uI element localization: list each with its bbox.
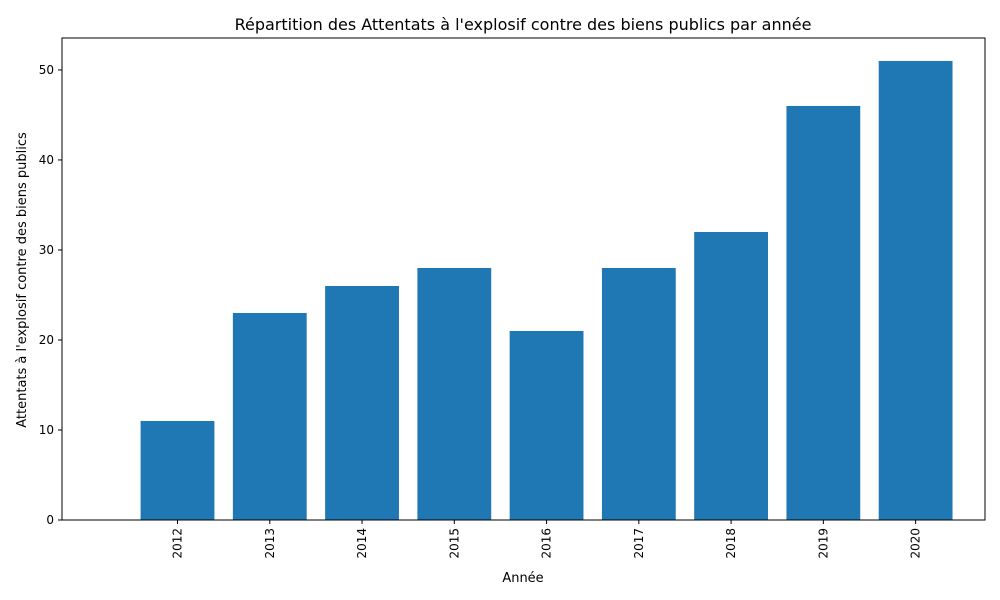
plot-frame [61,37,986,521]
chart-title: Répartition des Attentats à l'explosif c… [235,15,812,34]
x-tick-label-2019: 2019 [816,528,830,559]
x-tick-label-2020: 2020 [909,528,923,559]
y-tick-label-0: 0 [46,513,54,527]
y-tick-label-40: 40 [39,153,54,167]
bar-2017 [601,267,676,520]
x-axis-label: Année [502,571,543,586]
y-tick-label-50: 50 [39,63,54,77]
bar-2018 [694,231,768,520]
x-axis: 2012 2013 2014 2015 2016 2017 2018 2019 2020 [171,520,923,559]
bar-2014 [325,285,399,520]
x-tick-label-2014: 2014 [355,528,369,559]
plot-area: 0 10 20 30 40 50 2012 2013 2014 2015 2016 2017 2018… [39,37,986,559]
x-tick-label-2012: 2012 [171,528,185,559]
y-tick-label-10: 10 [39,423,54,437]
x-tick-label-2017: 2017 [632,528,646,559]
y-tick-label-20: 20 [39,333,54,347]
x-tick-label-2018: 2018 [724,528,738,559]
bar-2013 [232,312,307,520]
y-tick-label-30: 30 [39,243,54,257]
bar-2020 [878,60,953,520]
y-axis: 0 10 20 30 40 50 [39,63,62,527]
x-tick-label-2015: 2015 [447,528,461,559]
x-tick-label-2013: 2013 [263,528,277,559]
bar-2012 [140,420,215,520]
bar-2016 [509,330,584,520]
x-tick-label-2016: 2016 [540,528,554,559]
bar-2015 [417,267,492,520]
bars-group [140,60,953,521]
bar-2019 [786,105,861,521]
y-axis-label: Attentats à l'explosif contre des biens … [15,132,30,428]
